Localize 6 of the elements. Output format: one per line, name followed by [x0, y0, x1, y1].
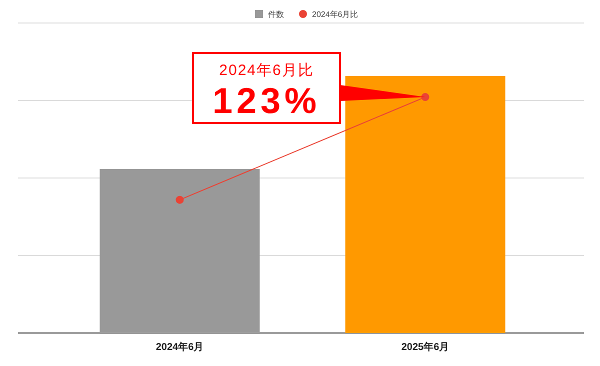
legend-label: 2024年6月比: [312, 10, 358, 19]
annotation: 123%: [212, 80, 321, 121]
legend-label: 件数: [268, 10, 284, 19]
x-tick-label: 2025年6月: [401, 341, 450, 353]
x-tick-label: 2024年6月: [156, 341, 204, 353]
annotation: 2024年6月比: [219, 62, 314, 79]
